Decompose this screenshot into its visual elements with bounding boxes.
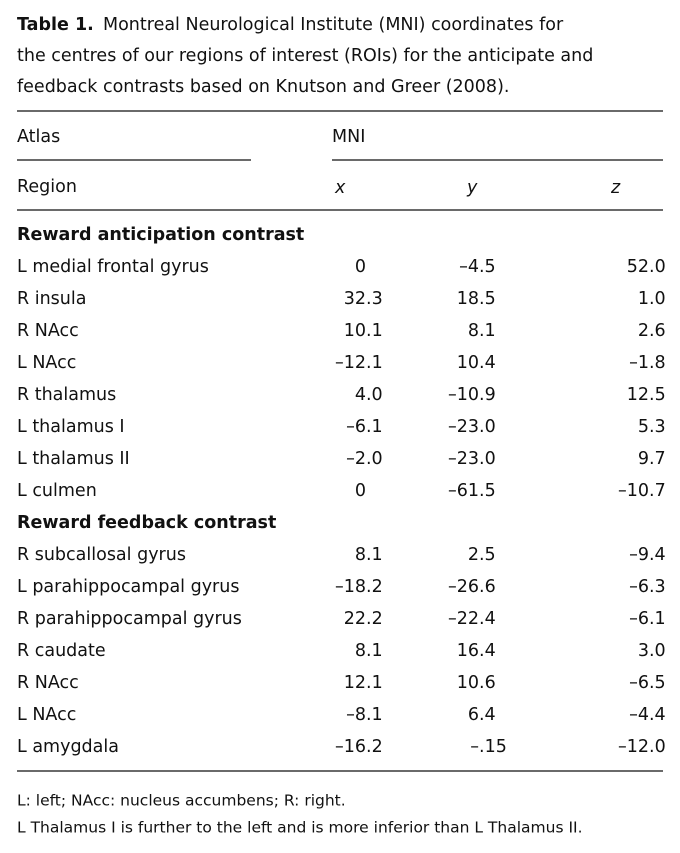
- coordinate: 0: [355, 257, 366, 277]
- footnote: L: left; NAcc: nucleus accumbens; R: rig…: [17, 792, 346, 810]
- coordinate: –23.0: [448, 449, 496, 469]
- region-name: L thalamus I: [17, 417, 125, 437]
- coordinate: 8.1: [355, 641, 383, 661]
- coordinate: 22.2: [344, 609, 383, 629]
- coordinate: 12.1: [344, 673, 383, 693]
- region-name: L culmen: [17, 481, 97, 501]
- coordinate: –22.4: [448, 609, 496, 629]
- coordinate: –6.1: [629, 609, 666, 629]
- section-title: Reward feedback contrast: [17, 513, 276, 533]
- coordinate: –4.4: [629, 705, 666, 725]
- coordinate: 8.1: [468, 321, 496, 341]
- region-name: L parahippocampal gyrus: [17, 577, 239, 597]
- region-name: L NAcc: [17, 353, 76, 373]
- header-x: x: [334, 178, 346, 198]
- header-z: z: [610, 178, 621, 198]
- coordinate: 4.0: [355, 385, 383, 405]
- coordinate: 8.1: [355, 545, 383, 565]
- region-name: R subcallosal gyrus: [17, 545, 186, 565]
- coordinate: –6.1: [346, 417, 383, 437]
- section-title: Reward anticipation contrast: [17, 225, 304, 245]
- coordinate: –6.3: [629, 577, 666, 597]
- coordinate: –23.0: [448, 417, 496, 437]
- coordinate: –16.2: [335, 737, 383, 757]
- coordinate: –2.0: [346, 449, 383, 469]
- header-region: Region: [17, 177, 77, 197]
- coordinate: 2.5: [468, 545, 496, 565]
- coordinate: 52.0: [627, 257, 666, 277]
- region-name: R caudate: [17, 641, 106, 661]
- header-atlas: Atlas: [17, 127, 60, 147]
- coordinate: 1.0: [638, 289, 666, 309]
- caption-line: Montreal Neurological Institute (MNI) co…: [103, 15, 564, 35]
- coordinate: 5.3: [638, 417, 666, 437]
- coordinate: –.15: [470, 737, 507, 757]
- region-name: L thalamus II: [17, 449, 130, 469]
- region-name: L amygdala: [17, 737, 119, 757]
- coordinate: –18.2: [335, 577, 383, 597]
- region-name: L NAcc: [17, 705, 76, 725]
- region-name: R thalamus: [17, 385, 116, 405]
- header-mni: MNI: [332, 127, 365, 147]
- footnote: L Thalamus I is further to the left and …: [17, 819, 583, 837]
- coordinate: –12.1: [335, 353, 383, 373]
- region-name: R parahippocampal gyrus: [17, 609, 242, 629]
- caption-line: the centres of our regions of interest (…: [17, 46, 593, 66]
- coordinate: –12.0: [618, 737, 666, 757]
- region-name: L medial frontal gyrus: [17, 257, 209, 277]
- coordinate: –10.9: [448, 385, 496, 405]
- coordinate: 18.5: [457, 289, 496, 309]
- coordinate: 10.6: [457, 673, 496, 693]
- coordinate: 32.3: [344, 289, 383, 309]
- coordinate: 3.0: [638, 641, 666, 661]
- coordinate: –9.4: [629, 545, 666, 565]
- coordinate: 9.7: [638, 449, 666, 469]
- caption-label: Table 1.: [17, 15, 94, 35]
- coordinate: –1.8: [629, 353, 666, 373]
- coordinate: 6.4: [468, 705, 496, 725]
- coordinate: 2.6: [638, 321, 666, 341]
- region-name: R NAcc: [17, 673, 79, 693]
- header-y: y: [466, 178, 478, 198]
- region-name: R insula: [17, 289, 86, 309]
- coordinate: 12.5: [627, 385, 666, 405]
- coordinate: –10.7: [618, 481, 666, 501]
- region-name: R NAcc: [17, 321, 79, 341]
- coordinate: 10.1: [344, 321, 383, 341]
- coordinate: –26.6: [448, 577, 496, 597]
- caption-line: feedback contrasts based on Knutson and …: [17, 77, 509, 97]
- coordinate: 10.4: [457, 353, 496, 373]
- coordinate: –6.5: [629, 673, 666, 693]
- coordinate: –4.5: [459, 257, 496, 277]
- coordinate: –8.1: [346, 705, 383, 725]
- coordinate: –61.5: [448, 481, 496, 501]
- coordinate: 16.4: [457, 641, 496, 661]
- coordinate: 0: [355, 481, 366, 501]
